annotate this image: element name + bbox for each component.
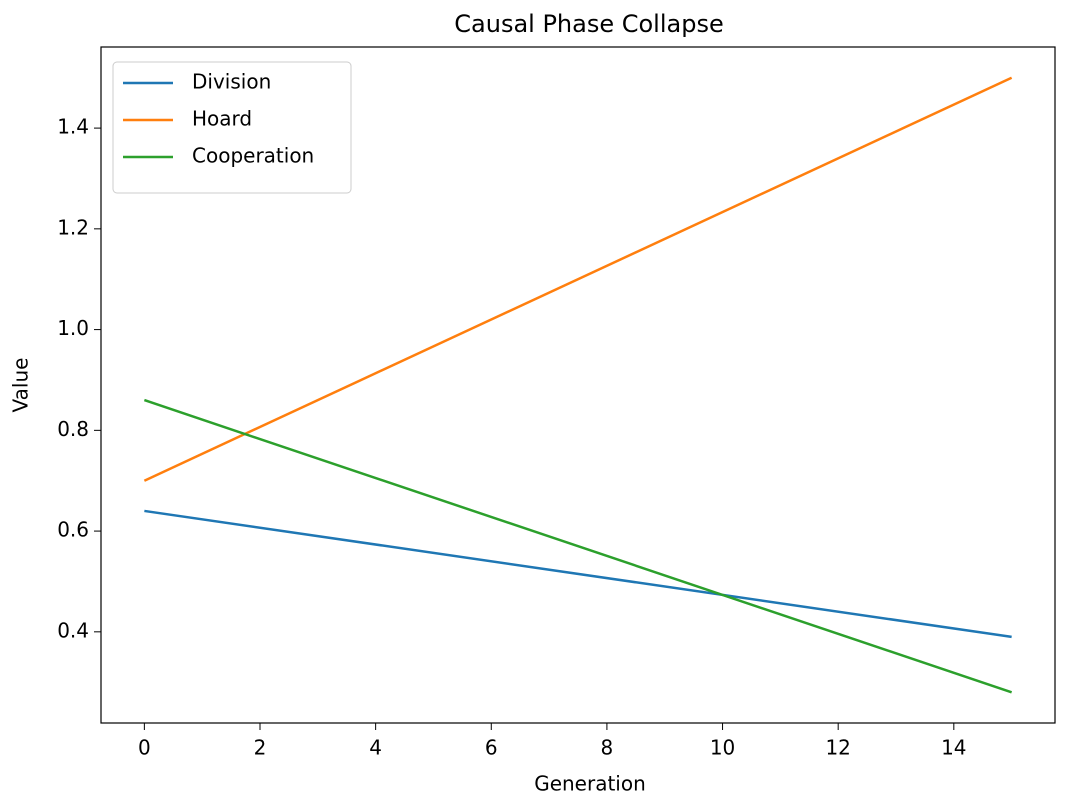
y-tick-label: 0.6 [57, 518, 89, 542]
data-line [143, 398, 1013, 694]
x-tick-label: 10 [710, 736, 735, 760]
x-tick-label: 14 [941, 736, 966, 760]
y-tick-label: 1.2 [57, 215, 89, 239]
x-tick-label: 4 [369, 736, 382, 760]
y-tick-label: 0.4 [57, 618, 89, 642]
data-line [144, 509, 1012, 639]
x-tick-label: 6 [485, 736, 498, 760]
x-axis-label: Generation [534, 772, 646, 796]
y-tick-label: 1.0 [57, 316, 89, 340]
x-tick-label: 12 [825, 736, 850, 760]
x-tick-label: 8 [601, 736, 614, 760]
plot-frame [100, 46, 1056, 724]
x-tick-label: 2 [254, 736, 267, 760]
legend-label: Division [192, 70, 271, 94]
y-tick-label: 0.8 [57, 417, 89, 441]
legend-box [112, 61, 352, 194]
data-line [143, 76, 1013, 482]
legend-label: Hoard [192, 107, 252, 131]
chart-title: Causal Phase Collapse [454, 10, 723, 38]
legend-label: Cooperation [192, 144, 314, 168]
x-tick-label: 0 [138, 736, 151, 760]
y-tick-label: 1.4 [57, 115, 89, 139]
y-axis-label: Value [9, 358, 33, 413]
